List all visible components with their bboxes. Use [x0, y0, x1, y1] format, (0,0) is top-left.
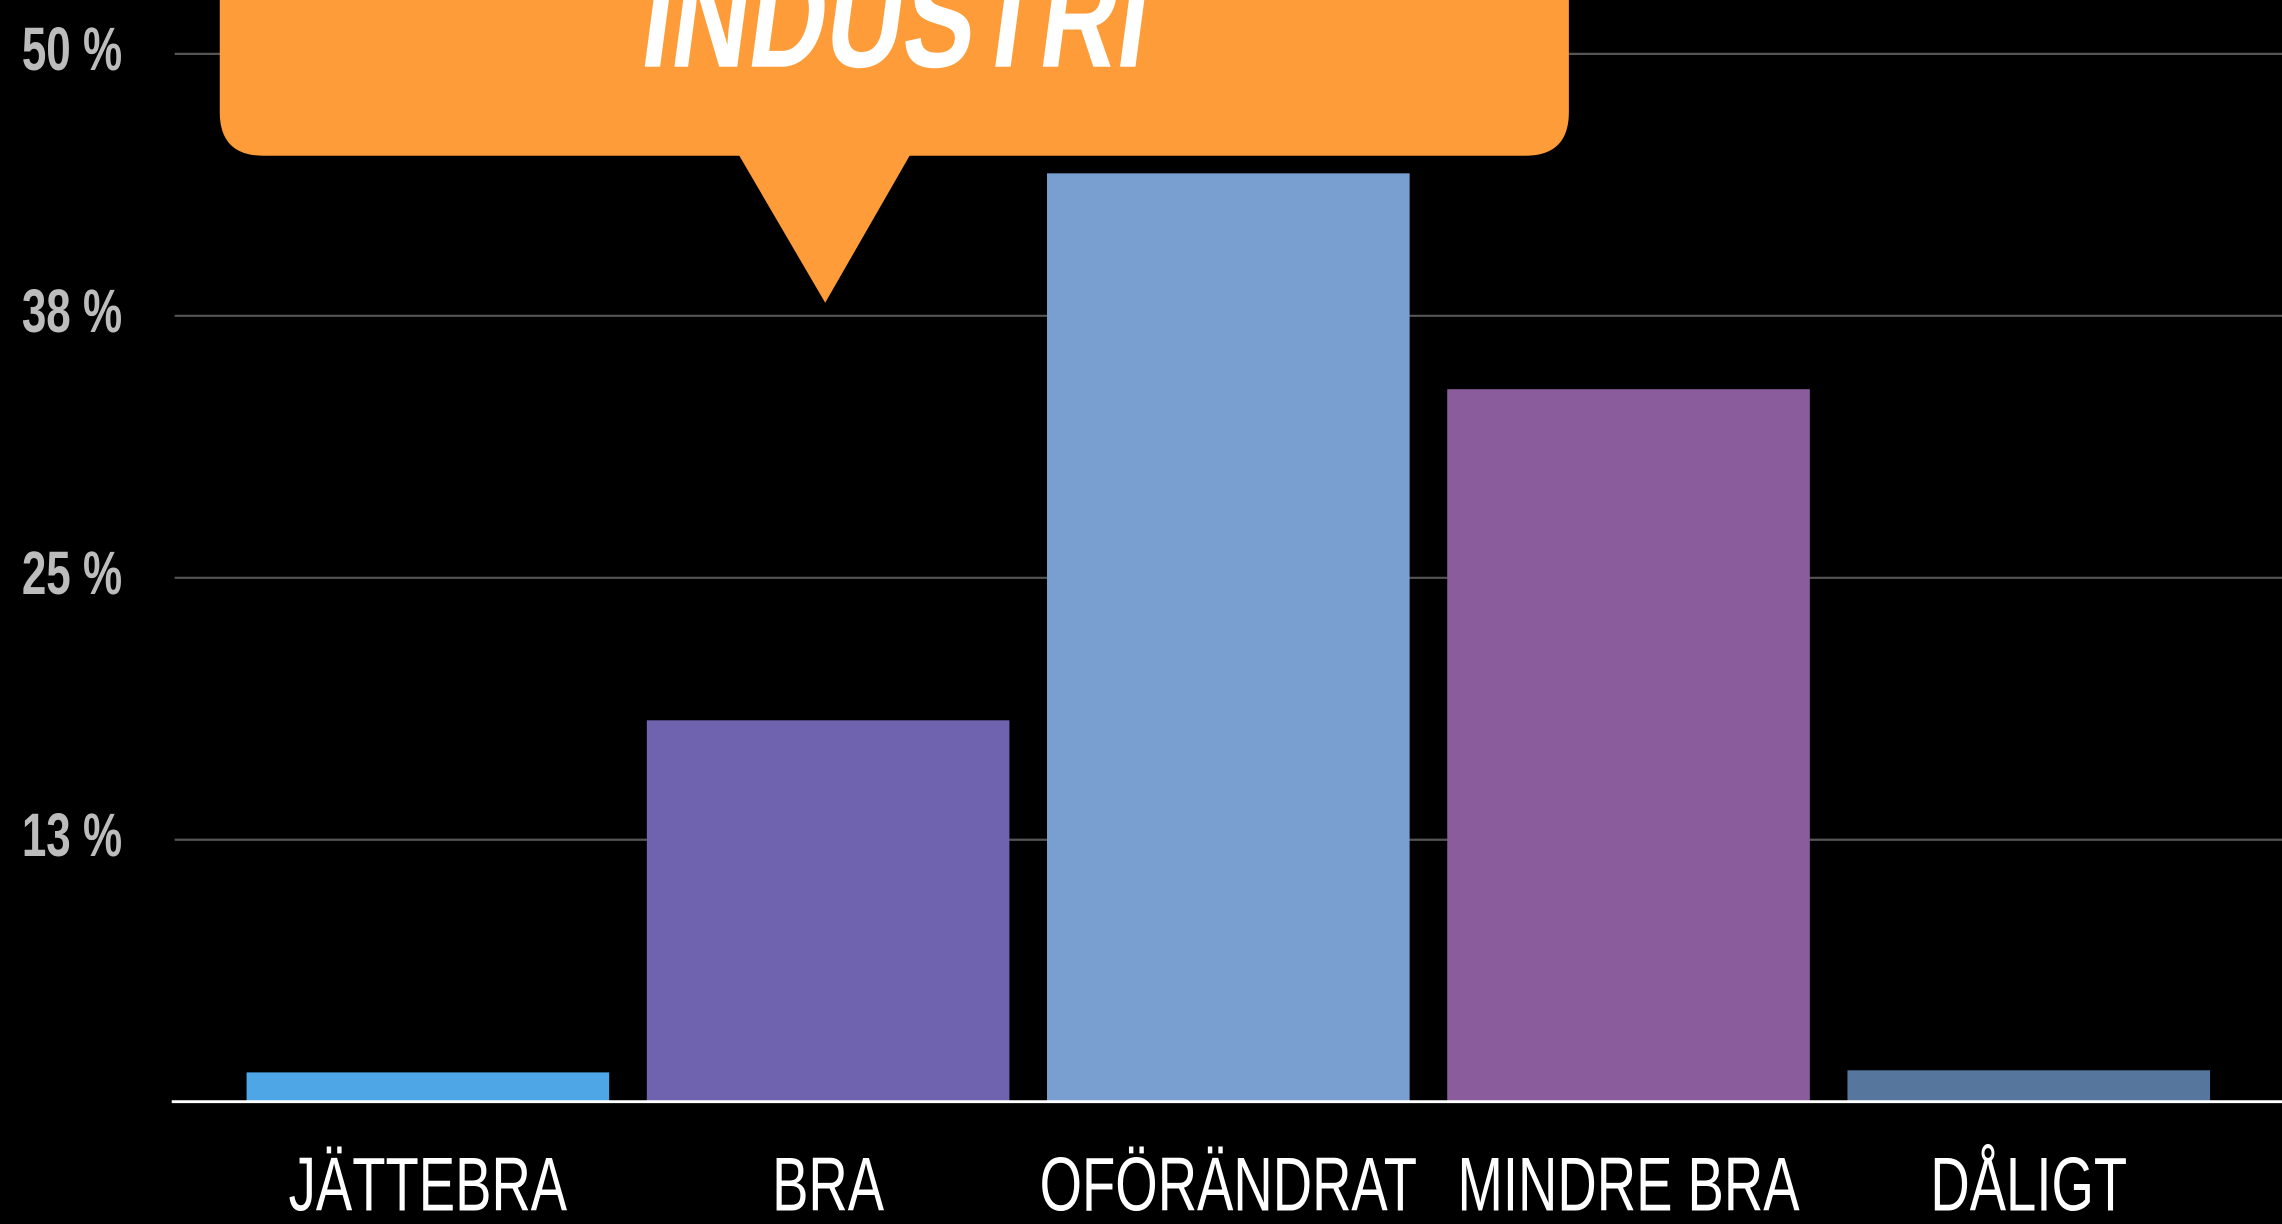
bar: [1447, 389, 1810, 1102]
callout-bubble: [219, 0, 1569, 303]
callout-text: INDUSTRI: [634, 0, 1160, 97]
bar: [646, 720, 1010, 1102]
x-tick-label: DÅLIGT: [1930, 1142, 2127, 1224]
x-tick-label: JÄTTEBRA: [289, 1142, 568, 1224]
callout: INDUSTRI: [219, 0, 1569, 303]
x-tick-label: BRA: [772, 1142, 884, 1224]
y-tick-label: 13 %: [22, 802, 122, 870]
bar: [1847, 1070, 2211, 1102]
y-tick-label: 25 %: [22, 540, 122, 608]
bar: [1047, 173, 1410, 1102]
y-tick-label: 38 %: [22, 278, 122, 346]
plot-area: 13 % 25 % 38 % 50 % JÄTTEBRA BRA OFÖRÄNDRAT MIN…: [22, 16, 2282, 1224]
y-tick-label: 50 %: [22, 16, 122, 84]
x-tick-label: OFÖRÄNDRAT: [1040, 1142, 1417, 1224]
x-tick-label: MINDRE BRA: [1458, 1142, 1800, 1224]
bar: [246, 1072, 610, 1102]
